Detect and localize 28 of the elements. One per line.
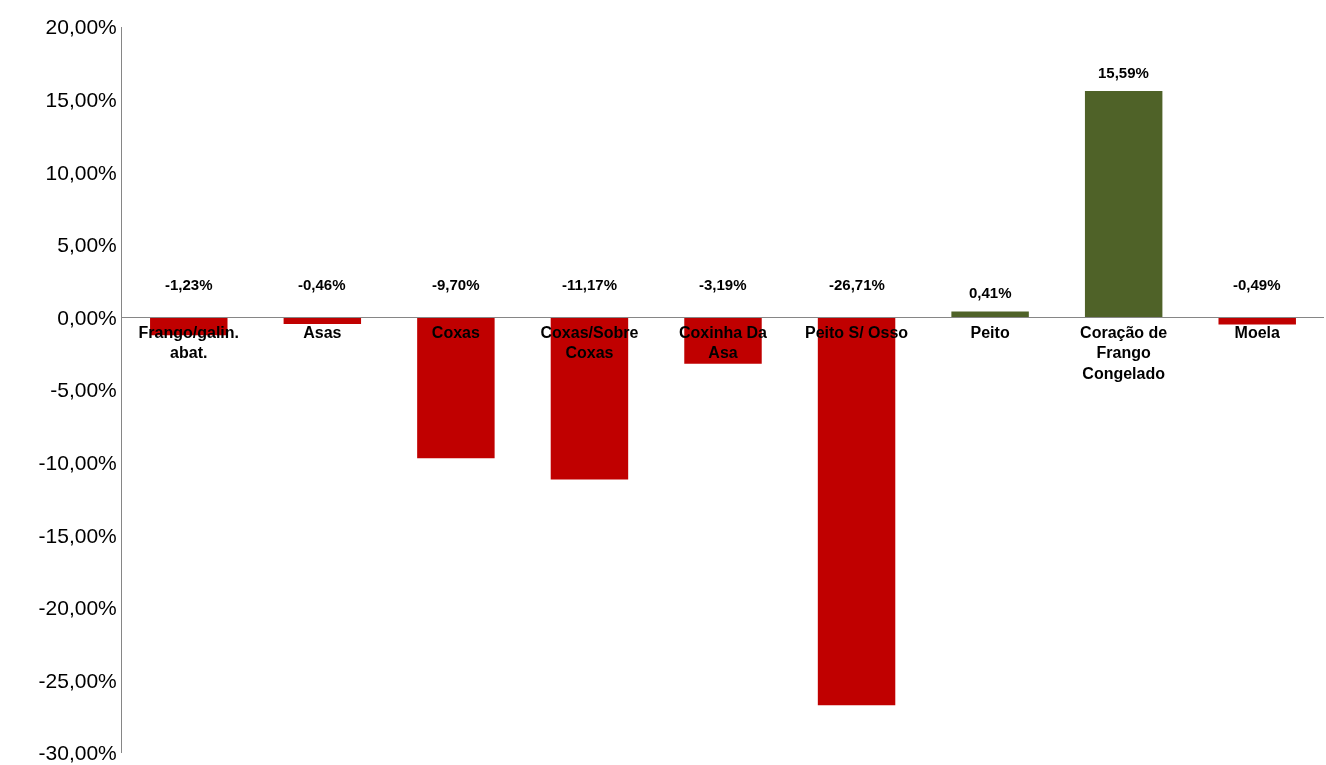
- x-tick-label: Moela: [1234, 323, 1280, 341]
- y-tick-label: 15,00%: [45, 87, 117, 111]
- data-label: -3,19%: [699, 276, 747, 293]
- data-label: -26,71%: [829, 276, 885, 293]
- x-tick-label: Peito: [970, 323, 1010, 341]
- bar: [951, 311, 1029, 318]
- x-tick-label: Asas: [303, 323, 342, 341]
- x-tick-label: Coxas: [431, 323, 480, 341]
- data-label: -1,23%: [165, 276, 213, 293]
- y-tick-label: -5,00%: [50, 378, 117, 402]
- bar: [417, 317, 495, 459]
- data-label: -9,70%: [432, 276, 480, 293]
- data-label: -0,46%: [298, 276, 346, 293]
- y-tick-label: 0,00%: [57, 305, 117, 329]
- y-tick-label: -10,00%: [38, 450, 117, 474]
- data-label: 15,59%: [1098, 64, 1149, 81]
- y-tick-label: -25,00%: [38, 668, 117, 692]
- y-tick-label: 10,00%: [45, 160, 117, 184]
- y-tick-label: -15,00%: [38, 523, 117, 547]
- y-tick-label: -30,00%: [38, 741, 117, 765]
- y-tick-label: 20,00%: [45, 15, 117, 39]
- y-tick-label: 5,00%: [57, 233, 117, 257]
- y-tick-label: -20,00%: [38, 596, 117, 620]
- x-tick-label: Coração de Frango Congelado: [1080, 323, 1168, 383]
- data-label: -11,17%: [562, 276, 618, 293]
- bar: [1084, 91, 1163, 318]
- data-label: 0,41%: [969, 284, 1012, 301]
- data-label: -0,49%: [1233, 276, 1281, 293]
